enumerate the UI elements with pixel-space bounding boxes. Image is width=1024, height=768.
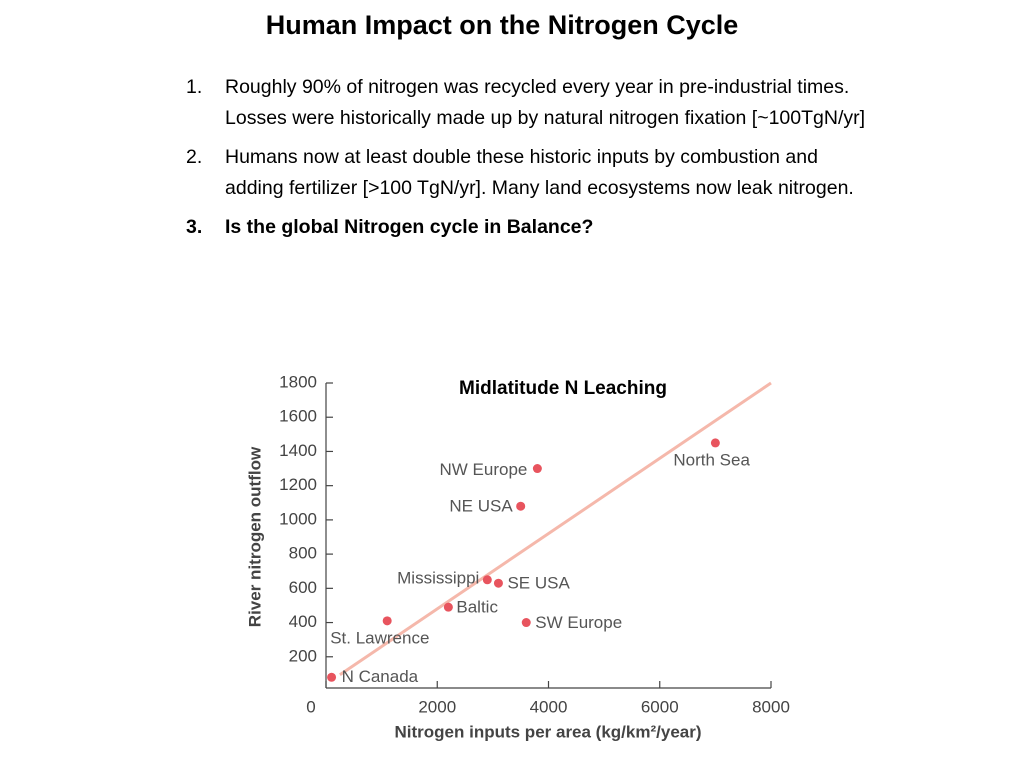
y-tick-label: 1800 (279, 372, 317, 391)
data-point (443, 602, 453, 612)
point-label: St. Lawrence (330, 628, 429, 647)
slide-title: Human Impact on the Nitrogen Cycle (265, 10, 739, 40)
point-label: NE USA (449, 497, 513, 516)
point-label: SE USA (507, 574, 570, 593)
x-tick-label: 8000 (752, 697, 790, 716)
point-label: N Canada (342, 667, 419, 686)
y-tick-label: 400 (289, 612, 317, 631)
list-item: 3. Is the global Nitrogen cycle in Balanc… (186, 212, 866, 243)
list-item: 1. Roughly 90% of nitrogen was recycled e… (186, 72, 866, 134)
list-marker: 1. (186, 76, 203, 98)
x-tick-label: 6000 (641, 697, 679, 716)
chart-title: Midlatitude N Leaching (459, 378, 667, 399)
y-tick-label: 1200 (279, 475, 317, 494)
list-item: 2. Humans now at least double these histo… (186, 142, 866, 204)
y-tick-label: 1000 (279, 509, 317, 528)
data-point (532, 464, 542, 474)
list-marker: 2. (186, 146, 203, 168)
y-tick-label: 200 (289, 646, 317, 665)
data-point (516, 501, 526, 511)
y-tick-label: 800 (289, 544, 317, 563)
x-tick-label: 4000 (530, 697, 568, 716)
list-text: Is the global Nitrogen cycle in Balance? (225, 216, 594, 238)
y-axis-label: River nitrogen outflow (245, 446, 264, 627)
data-point (382, 616, 392, 626)
bullet-list: 1. Roughly 90% of nitrogen was recycled e… (186, 72, 866, 251)
point-label: Mississippi (397, 568, 479, 587)
data-point (710, 438, 720, 448)
y-tick-label: 600 (289, 578, 317, 597)
data-point (521, 618, 531, 628)
y-tick-label: 1600 (279, 407, 317, 426)
list-marker: 3. (186, 216, 203, 238)
point-label: NW Europe (440, 460, 528, 479)
y-tick-label: 1400 (279, 441, 317, 460)
point-label: Baltic (456, 598, 498, 617)
x-tick-label: 0 (306, 697, 315, 716)
point-label: SW Europe (535, 613, 622, 632)
trend-line (339, 381, 772, 676)
list-text: Humans now at least double these histori… (225, 146, 854, 199)
x-tick-label: 2000 (418, 697, 456, 716)
data-point (482, 575, 492, 585)
data-point (327, 672, 337, 682)
x-axis-label: Nitrogen inputs per area (kg/km²/year) (394, 722, 701, 741)
point-label: North Sea (673, 450, 750, 469)
list-text: Roughly 90% of nitrogen was recycled eve… (225, 76, 866, 129)
data-point (493, 578, 503, 588)
